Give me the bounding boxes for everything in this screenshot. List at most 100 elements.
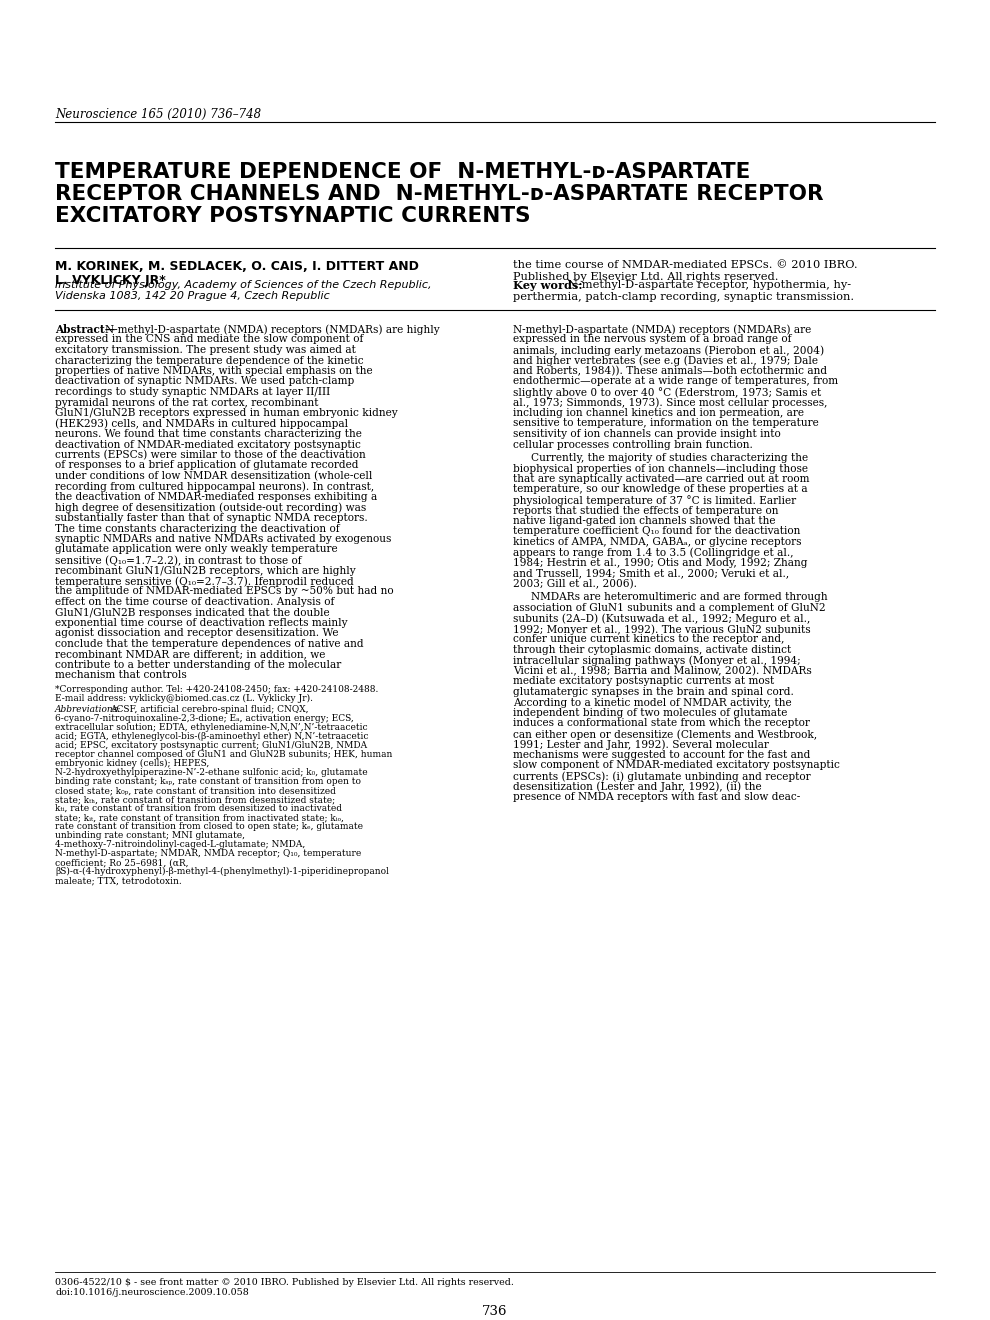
Text: (HEK293) cells, and NMDARs in cultured hippocampal: (HEK293) cells, and NMDARs in cultured h… (55, 418, 348, 429)
Text: the amplitude of NMDAR-mediated EPSCs by ~50% but had no: the amplitude of NMDAR-mediated EPSCs by… (55, 586, 394, 597)
Text: glutamate application were only weakly temperature: glutamate application were only weakly t… (55, 544, 338, 554)
Text: Abbreviations:: Abbreviations: (55, 705, 124, 714)
Text: association of GluN1 subunits and a complement of GluN2: association of GluN1 subunits and a comp… (513, 603, 826, 612)
Text: and higher vertebrates (see e.g (Davies et al., 1979; Dale: and higher vertebrates (see e.g (Davies … (513, 355, 818, 366)
Text: EXCITATORY POSTSYNAPTIC CURRENTS: EXCITATORY POSTSYNAPTIC CURRENTS (55, 206, 531, 226)
Text: including ion channel kinetics and ion permeation, are: including ion channel kinetics and ion p… (513, 408, 804, 418)
Text: sensitive to temperature, information on the temperature: sensitive to temperature, information on… (513, 418, 819, 429)
Text: appears to range from 1.4 to 3.5 (Collingridge et al.,: appears to range from 1.4 to 3.5 (Collin… (513, 548, 794, 558)
Text: Published by Elsevier Ltd. All rights reserved.: Published by Elsevier Ltd. All rights re… (513, 272, 778, 282)
Text: Abstract—: Abstract— (55, 323, 116, 335)
Text: excitatory transmission. The present study was aimed at: excitatory transmission. The present stu… (55, 345, 355, 355)
Text: GluN1/GluN2B responses indicated that the double: GluN1/GluN2B responses indicated that th… (55, 607, 330, 618)
Text: the deactivation of NMDAR-mediated responses exhibiting a: the deactivation of NMDAR-mediated respo… (55, 492, 377, 502)
Text: 4-methoxy-7-nitroindolinyl-caged-L-glutamate; NMDA,: 4-methoxy-7-nitroindolinyl-caged-L-gluta… (55, 840, 305, 849)
Text: pyramidal neurons of the rat cortex, recombinant: pyramidal neurons of the rat cortex, rec… (55, 397, 319, 408)
Text: Institute of Physiology, Academy of Sciences of the Czech Republic,: Institute of Physiology, Academy of Scie… (55, 280, 432, 290)
Text: and Roberts, 1984)). These animals—both ectothermic and: and Roberts, 1984)). These animals—both … (513, 366, 827, 376)
Text: temperature sensitive (Q₁₀=2.7–3.7). Ifenprodil reduced: temperature sensitive (Q₁₀=2.7–3.7). Ife… (55, 576, 353, 586)
Text: NMDARs are heteromultimeric and are formed through: NMDARs are heteromultimeric and are form… (531, 593, 828, 602)
Text: According to a kinetic model of NMDAR activity, the: According to a kinetic model of NMDAR ac… (513, 697, 792, 708)
Text: expressed in the nervous system of a broad range of: expressed in the nervous system of a bro… (513, 334, 791, 345)
Text: contribute to a better understanding of the molecular: contribute to a better understanding of … (55, 660, 342, 671)
Text: substantially faster than that of synaptic NMDA receptors.: substantially faster than that of synapt… (55, 513, 367, 523)
Text: temperature, so our knowledge of these properties at a: temperature, so our knowledge of these p… (513, 484, 808, 495)
Text: 736: 736 (482, 1305, 508, 1317)
Text: N-2-hydroxyethylpiperazine-N’-2-ethane sulfonic acid; k₀, glutamate: N-2-hydroxyethylpiperazine-N’-2-ethane s… (55, 768, 367, 777)
Text: perthermia, patch-clamp recording, synaptic transmission.: perthermia, patch-clamp recording, synap… (513, 292, 854, 302)
Text: 0306-4522/10 $ - see front matter © 2010 IBRO. Published by Elsevier Ltd. All ri: 0306-4522/10 $ - see front matter © 2010… (55, 1278, 514, 1287)
Text: and Trussell, 1994; Smith et al., 2000; Veruki et al.,: and Trussell, 1994; Smith et al., 2000; … (513, 569, 789, 578)
Text: mediate excitatory postsynaptic currents at most: mediate excitatory postsynaptic currents… (513, 676, 774, 686)
Text: physiological temperature of 37 °C is limited. Earlier: physiological temperature of 37 °C is li… (513, 495, 796, 506)
Text: N-methyl-D-aspartate receptor, hypothermia, hy-: N-methyl-D-aspartate receptor, hypotherm… (568, 280, 851, 290)
Text: βS)-α-(4-hydroxyphenyl)-β-methyl-4-(phenylmethyl)-1-piperidinepropanol: βS)-α-(4-hydroxyphenyl)-β-methyl-4-(phen… (55, 867, 389, 876)
Text: *Corresponding author. Tel: +420-24108-2450; fax: +420-24108-2488.: *Corresponding author. Tel: +420-24108-2… (55, 685, 378, 694)
Text: native ligand-gated ion channels showed that the: native ligand-gated ion channels showed … (513, 516, 775, 525)
Text: doi:10.1016/j.neuroscience.2009.10.058: doi:10.1016/j.neuroscience.2009.10.058 (55, 1288, 248, 1298)
Text: N-methyl-D-aspartate; NMDAR, NMDA receptor; Q₁₀, temperature: N-methyl-D-aspartate; NMDAR, NMDA recept… (55, 849, 361, 858)
Text: L. VYKLICKY JR*: L. VYKLICKY JR* (55, 275, 165, 286)
Text: 2003; Gill et al., 2006).: 2003; Gill et al., 2006). (513, 579, 637, 589)
Text: rate constant of transition from closed to open state; kₑ, glutamate: rate constant of transition from closed … (55, 822, 363, 832)
Text: mechanisms were suggested to account for the fast and: mechanisms were suggested to account for… (513, 750, 811, 760)
Text: glutamatergic synapses in the brain and spinal cord.: glutamatergic synapses in the brain and … (513, 686, 794, 697)
Text: M. KORINEK, M. SEDLACEK, O. CAIS, I. DITTERT AND: M. KORINEK, M. SEDLACEK, O. CAIS, I. DIT… (55, 260, 419, 273)
Text: 6-cyano-7-nitroquinoxaline-2,3-dione; Eₐ, activation energy; ECS,: 6-cyano-7-nitroquinoxaline-2,3-dione; Eₐ… (55, 714, 353, 723)
Text: cellular processes controlling brain function.: cellular processes controlling brain fun… (513, 440, 752, 450)
Text: conclude that the temperature dependences of native and: conclude that the temperature dependence… (55, 639, 363, 649)
Text: extracellular solution; EDTA, ethylenediamine-N,N,N’,N’-tetraacetic: extracellular solution; EDTA, ethylenedi… (55, 723, 367, 733)
Text: effect on the time course of deactivation. Analysis of: effect on the time course of deactivatio… (55, 597, 335, 607)
Text: desensitization (Lester and Jahr, 1992), (ii) the: desensitization (Lester and Jahr, 1992),… (513, 781, 761, 792)
Text: mechanism that controls: mechanism that controls (55, 671, 187, 681)
Text: closed state; k₀ₚ, rate constant of transition into desensitized: closed state; k₀ₚ, rate constant of tran… (55, 785, 336, 795)
Text: The time constants characterizing the deactivation of: The time constants characterizing the de… (55, 524, 340, 533)
Text: E-mail address: vyklicky@biomed.cas.cz (L. Vyklicky Jr).: E-mail address: vyklicky@biomed.cas.cz (… (55, 694, 313, 704)
Text: recordings to study synaptic NMDARs at layer II/III: recordings to study synaptic NMDARs at l… (55, 387, 331, 397)
Text: Vicini et al., 1998; Barria and Malinow, 2002). NMDARs: Vicini et al., 1998; Barria and Malinow,… (513, 667, 812, 676)
Text: of responses to a brief application of glutamate recorded: of responses to a brief application of g… (55, 461, 358, 470)
Text: recombinant NMDAR are different; in addition, we: recombinant NMDAR are different; in addi… (55, 649, 326, 660)
Text: that are synaptically activated—are carried out at room: that are synaptically activated—are carr… (513, 474, 810, 484)
Text: acid; EPSC, excitatory postsynaptic current; GluN1/GluN2B, NMDA: acid; EPSC, excitatory postsynaptic curr… (55, 741, 367, 750)
Text: 1992; Monyer et al., 1992). The various GluN2 subunits: 1992; Monyer et al., 1992). The various … (513, 624, 811, 635)
Text: binding rate constant; kₛₚ, rate constant of transition from open to: binding rate constant; kₛₚ, rate constan… (55, 777, 361, 785)
Text: GluN1/GluN2B receptors expressed in human embryonic kidney: GluN1/GluN2B receptors expressed in huma… (55, 408, 398, 418)
Text: Key words:: Key words: (513, 280, 586, 290)
Text: ACSF, artificial cerebro-spinal fluid; CNQX,: ACSF, artificial cerebro-spinal fluid; C… (110, 705, 309, 714)
Text: currents (EPSCs) were similar to those of the deactivation: currents (EPSCs) were similar to those o… (55, 450, 365, 461)
Text: N-methyl-D-aspartate (NMDA) receptors (NMDARs) are highly: N-methyl-D-aspartate (NMDA) receptors (N… (105, 323, 440, 334)
Text: sensitivity of ion channels can provide insight into: sensitivity of ion channels can provide … (513, 429, 781, 440)
Text: exponential time course of deactivation reflects mainly: exponential time course of deactivation … (55, 618, 347, 628)
Text: expressed in the CNS and mediate the slow component of: expressed in the CNS and mediate the slo… (55, 334, 363, 345)
Text: confer unique current kinetics to the receptor and,: confer unique current kinetics to the re… (513, 635, 784, 644)
Text: the time course of NMDAR-mediated EPSCs. © 2010 IBRO.: the time course of NMDAR-mediated EPSCs.… (513, 260, 857, 271)
Text: reports that studied the effects of temperature on: reports that studied the effects of temp… (513, 506, 778, 516)
Text: induces a conformational state from which the receptor: induces a conformational state from whic… (513, 718, 810, 729)
Text: unbinding rate constant; MNI glutamate,: unbinding rate constant; MNI glutamate, (55, 832, 245, 840)
Text: embryonic kidney (cells); HEPES,: embryonic kidney (cells); HEPES, (55, 759, 209, 768)
Text: state; kᵢₜ, rate constant of transition from inactivated state; kᵢₒ,: state; kᵢₜ, rate constant of transition … (55, 813, 344, 822)
Text: properties of native NMDARs, with special emphasis on the: properties of native NMDARs, with specia… (55, 366, 372, 376)
Text: animals, including early metazoans (Pierobon et al., 2004): animals, including early metazoans (Pier… (513, 345, 824, 355)
Text: independent binding of two molecules of glutamate: independent binding of two molecules of … (513, 708, 787, 718)
Text: neurons. We found that time constants characterizing the: neurons. We found that time constants ch… (55, 429, 362, 440)
Text: sensitive (Q₁₀=1.7–2.2), in contrast to those of: sensitive (Q₁₀=1.7–2.2), in contrast to … (55, 554, 302, 565)
Text: deactivation of NMDAR-mediated excitatory postsynaptic: deactivation of NMDAR-mediated excitator… (55, 440, 361, 450)
Text: kₜᵢ, rate constant of transition from desensitized to inactivated: kₜᵢ, rate constant of transition from de… (55, 804, 342, 813)
Text: maleate; TTX, tetrodotoxin.: maleate; TTX, tetrodotoxin. (55, 876, 182, 884)
Text: agonist dissociation and receptor desensitization. We: agonist dissociation and receptor desens… (55, 628, 339, 639)
Text: 1984; Hestrin et al., 1990; Otis and Mody, 1992; Zhang: 1984; Hestrin et al., 1990; Otis and Mod… (513, 558, 808, 568)
Text: recombinant GluN1/GluN2B receptors, which are highly: recombinant GluN1/GluN2B receptors, whic… (55, 565, 355, 576)
Text: Videnska 1083, 142 20 Prague 4, Czech Republic: Videnska 1083, 142 20 Prague 4, Czech Re… (55, 290, 330, 301)
Text: kinetics of AMPA, NMDA, GABAₐ, or glycine receptors: kinetics of AMPA, NMDA, GABAₐ, or glycin… (513, 537, 802, 546)
Text: endothermic—operate at a wide range of temperatures, from: endothermic—operate at a wide range of t… (513, 376, 839, 387)
Text: al., 1973; Simmonds, 1973). Since most cellular processes,: al., 1973; Simmonds, 1973). Since most c… (513, 397, 828, 408)
Text: Neuroscience 165 (2010) 736–748: Neuroscience 165 (2010) 736–748 (55, 108, 261, 121)
Text: slow component of NMDAR-mediated excitatory postsynaptic: slow component of NMDAR-mediated excitat… (513, 760, 840, 771)
Text: coefficient; Ro 25–6981, (αR,: coefficient; Ro 25–6981, (αR, (55, 858, 188, 867)
Text: under conditions of low NMDAR desensitization (whole-cell: under conditions of low NMDAR desensitiz… (55, 471, 372, 482)
Text: intracellular signaling pathways (Monyer et al., 1994;: intracellular signaling pathways (Monyer… (513, 656, 801, 667)
Text: receptor channel composed of GluN1 and GluN2B subunits; HEK, human: receptor channel composed of GluN1 and G… (55, 750, 392, 759)
Text: presence of NMDA receptors with fast and slow deac-: presence of NMDA receptors with fast and… (513, 792, 800, 803)
